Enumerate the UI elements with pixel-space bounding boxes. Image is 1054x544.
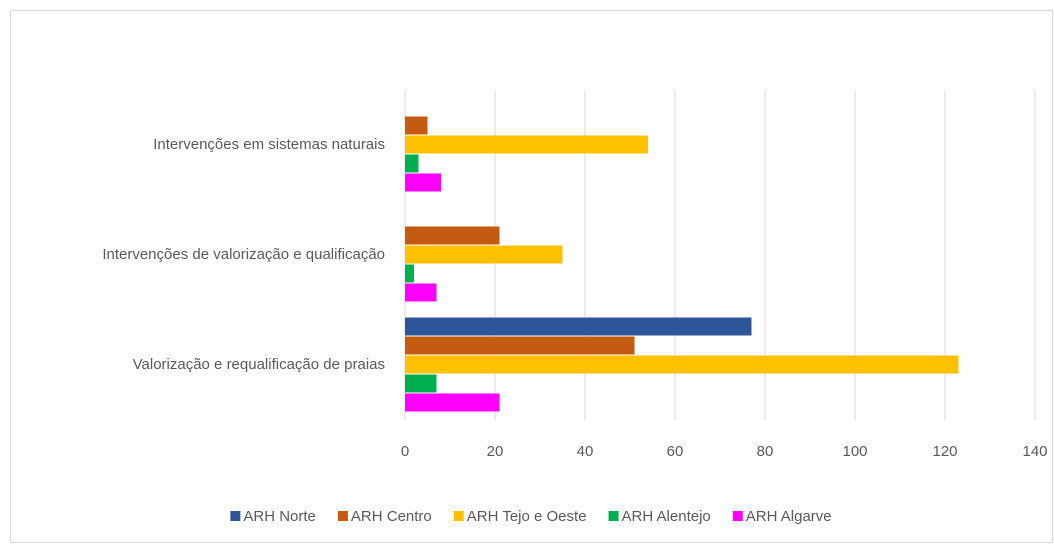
bar xyxy=(405,283,437,302)
x-tick-label: 80 xyxy=(757,443,774,460)
x-tick-label: 0 xyxy=(401,443,409,460)
bar xyxy=(405,116,428,135)
legend-swatch xyxy=(337,511,348,521)
x-tick-label: 60 xyxy=(667,443,684,460)
bar xyxy=(405,317,752,336)
y-tick-label: Intervenções de valorização e qualificaç… xyxy=(102,246,385,263)
x-tick-label: 20 xyxy=(487,443,504,460)
bar xyxy=(405,154,419,173)
legend-label: ARH Norte xyxy=(243,508,316,525)
x-tick-label: 120 xyxy=(932,443,957,460)
bar xyxy=(405,245,563,264)
legend: ARH Norte ARH Centro ARH Tejo e Oeste ARH A… xyxy=(230,508,832,525)
legend-swatch xyxy=(453,511,464,521)
bar xyxy=(405,393,500,412)
legend-label: ARH Algarve xyxy=(746,508,832,525)
bar xyxy=(405,374,437,393)
y-tick-label: Intervenções em sistemas naturais xyxy=(153,136,385,153)
legend-swatch xyxy=(230,511,241,521)
x-tick-label: 100 xyxy=(842,443,867,460)
bar xyxy=(405,355,959,374)
bar xyxy=(405,173,441,192)
y-tick-label: Valorização e requalificação de praias xyxy=(133,356,385,373)
legend-label: ARH Alentejo xyxy=(622,508,711,525)
x-tick-label: 40 xyxy=(577,443,594,460)
bar xyxy=(405,226,500,245)
legend-label: ARH Centro xyxy=(351,508,432,525)
bar xyxy=(405,264,414,283)
bar xyxy=(405,135,648,154)
legend-label: ARH Tejo e Oeste xyxy=(467,508,587,525)
legend-swatch xyxy=(732,511,743,521)
legend-swatch xyxy=(608,511,619,521)
bar xyxy=(405,336,635,355)
chart-border xyxy=(10,10,1053,543)
x-tick-label: 140 xyxy=(1022,443,1047,460)
